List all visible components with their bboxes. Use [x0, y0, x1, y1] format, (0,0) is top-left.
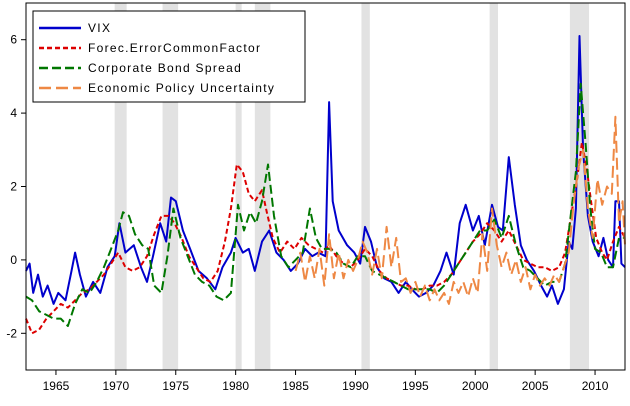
y-tick-label: -2 [6, 326, 17, 340]
legend-label: Forec.ErrorCommonFactor [88, 41, 261, 55]
legend-label: VIX [88, 21, 111, 35]
x-tick-label: 1980 [222, 379, 249, 393]
x-tick-label: 1965 [43, 379, 70, 393]
y-tick-label: 0 [10, 253, 17, 267]
axes: 1965 1970 1975 1980 1985 1990 1995 2000 2005 2010… [6, 33, 608, 393]
recession-band [361, 3, 370, 370]
y-tick-label: 6 [10, 33, 17, 47]
x-tick-label: 2000 [462, 379, 489, 393]
legend-label: Economic Policy Uncertainty [88, 81, 275, 95]
y-tick-label: 2 [10, 180, 17, 194]
recession-band [114, 3, 127, 370]
series-line [294, 115, 626, 305]
x-tick-label: 1975 [162, 379, 189, 393]
series-line [25, 82, 625, 327]
y-tick-label: 4 [10, 106, 17, 120]
legend-label: Corporate Bond Spread [88, 61, 242, 75]
legend-items: VIX Forec.ErrorCommonFactor Corporate Bond… [39, 21, 275, 95]
x-tick-label: 2010 [582, 379, 609, 393]
x-tick-label: 1985 [282, 379, 309, 393]
x-tick-label: 1970 [102, 379, 129, 393]
series-line [25, 141, 626, 335]
recession-band [489, 3, 499, 370]
legend: VIX Forec.ErrorCommonFactor Corporate Bond… [32, 10, 306, 103]
recession-band [569, 3, 590, 370]
x-tick-label: 2005 [522, 379, 549, 393]
x-tick-label: 1990 [342, 379, 369, 393]
series-line [25, 35, 626, 305]
x-tick-label: 1995 [402, 379, 429, 393]
recession-band [235, 3, 242, 370]
series-lines [25, 35, 626, 335]
